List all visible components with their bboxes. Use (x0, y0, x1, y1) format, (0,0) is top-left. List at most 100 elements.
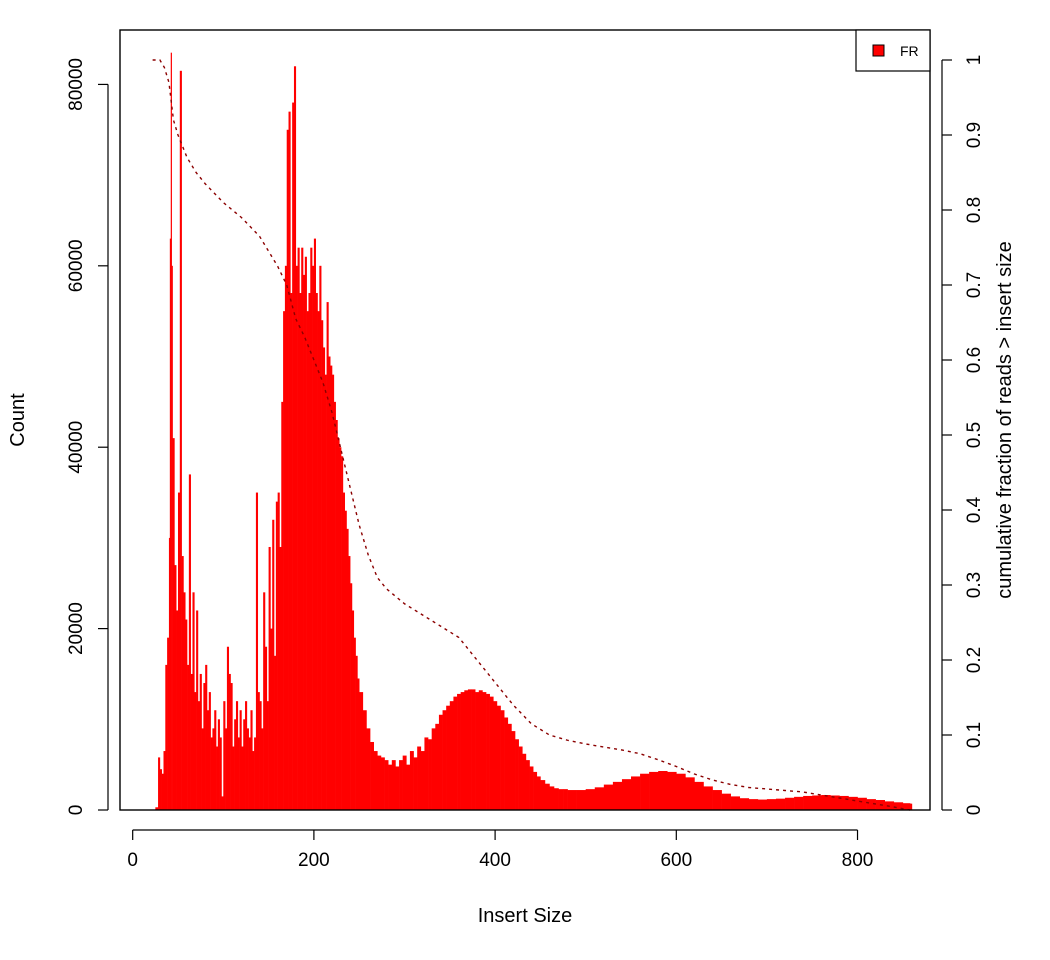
y2-tick-label: 0.6 (964, 347, 985, 373)
histogram-bar (910, 803, 913, 810)
histogram-bar (332, 374, 335, 810)
y2-tick-label: 0 (964, 805, 985, 816)
histogram-bar (486, 693, 490, 810)
histogram-bar (190, 673, 193, 810)
histogram-bar (226, 646, 230, 810)
histogram-bar (848, 796, 858, 810)
histogram-bar (457, 693, 461, 810)
histogram-bar (442, 710, 447, 810)
histogram-bar (252, 751, 255, 810)
histogram-bar (667, 771, 677, 810)
histogram-bar (482, 692, 487, 810)
histogram-bar (522, 753, 527, 810)
y-tick-label: 60000 (66, 239, 87, 292)
histogram-bar (866, 799, 876, 810)
histogram-bar (308, 293, 311, 810)
histogram-bar (370, 741, 374, 810)
y-tick-label: 80000 (66, 58, 87, 111)
histogram-bar (181, 556, 184, 810)
histogram-bar (219, 737, 222, 810)
histogram-bar (395, 766, 400, 810)
histogram-bar (277, 492, 280, 810)
histogram-bar (284, 265, 288, 810)
histogram-bar (649, 771, 659, 810)
histogram-bar (658, 771, 668, 810)
legend-label-fr: FR (900, 43, 919, 59)
histogram-bar (839, 795, 849, 810)
histogram-bar (380, 757, 385, 810)
histogram-bar (357, 678, 360, 810)
histogram-bar (536, 776, 541, 810)
histogram-bar (435, 723, 440, 810)
histogram-bar (553, 788, 559, 810)
histogram-bar (525, 760, 530, 810)
histogram-bar (549, 786, 555, 810)
histogram-bar (158, 757, 161, 810)
histogram-bar (504, 717, 509, 810)
histogram-bar (337, 438, 340, 810)
histogram-bar (471, 689, 476, 810)
histogram-bar (310, 247, 313, 811)
histogram-bar (351, 610, 355, 810)
histogram-bar (409, 751, 414, 810)
histogram-bar (168, 537, 171, 810)
histogram-bar (775, 798, 786, 810)
histogram-bar (388, 764, 393, 810)
histogram-bar (893, 802, 904, 810)
histogram-bar (255, 492, 259, 810)
histogram-bar (199, 673, 202, 810)
histogram-bar (341, 456, 344, 810)
histogram-bar (261, 728, 264, 810)
histogram-bar (159, 769, 162, 810)
histogram-bar (201, 728, 204, 810)
histogram-bar (328, 356, 331, 810)
histogram-bar (475, 692, 480, 810)
histogram-bar (460, 692, 465, 810)
histogram-bar (830, 795, 840, 810)
histogram-bar (301, 247, 304, 811)
histogram-bar (558, 789, 564, 810)
histogram-bar (196, 610, 199, 810)
histogram-bar (205, 664, 208, 810)
histogram-bar (225, 728, 228, 810)
histogram-bar (288, 111, 291, 810)
histogram-bar (478, 690, 483, 810)
histogram-bar (496, 705, 501, 810)
histogram-bar (214, 710, 217, 810)
histogram-bar (167, 637, 170, 810)
histogram-bar (518, 746, 523, 810)
histogram-bar (270, 628, 273, 810)
histogram-bar (319, 265, 322, 810)
histogram-bar (248, 737, 251, 810)
histogram-bar (366, 728, 371, 810)
y2-axis-title: cumulative fraction of reads > insert si… (994, 241, 1016, 598)
legend-swatch-fr (872, 44, 885, 57)
histogram-bar (406, 764, 411, 810)
histogram-bar (172, 438, 175, 810)
x-tick-label: 600 (660, 850, 692, 871)
histogram-bar (326, 302, 329, 810)
x-axis-title: Insert Size (478, 905, 572, 927)
histogram-bar (317, 311, 320, 810)
y2-tick-label: 1 (964, 55, 985, 66)
histogram-bar (292, 102, 295, 810)
y-tick-label: 20000 (66, 602, 87, 655)
histogram-bar (216, 746, 219, 810)
histogram-bar (295, 265, 298, 810)
histogram-bar (161, 773, 164, 810)
histogram-bar (631, 776, 641, 810)
histogram-bar (424, 737, 429, 810)
histogram-bar (286, 129, 289, 810)
histogram-bar (312, 265, 315, 810)
histogram-bar (183, 592, 186, 810)
histogram-bar (748, 799, 759, 810)
histogram-bar (266, 701, 269, 810)
histogram-bar (185, 619, 188, 810)
histogram-bar (263, 592, 266, 810)
histogram-bar (228, 673, 231, 810)
histogram-bar (246, 728, 249, 810)
y-tick-label: 40000 (66, 421, 87, 474)
histogram-bar (803, 795, 813, 810)
legend-box (855, 29, 931, 72)
histogram-bar (730, 796, 741, 810)
